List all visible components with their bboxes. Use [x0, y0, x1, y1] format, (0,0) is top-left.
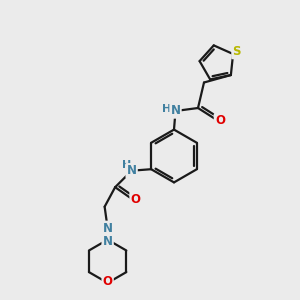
Text: O: O: [103, 275, 112, 288]
Text: N: N: [170, 104, 181, 118]
Text: O: O: [130, 193, 140, 206]
Text: S: S: [232, 45, 241, 58]
Text: N: N: [127, 164, 136, 177]
Text: O: O: [215, 114, 225, 128]
Text: N: N: [103, 222, 112, 235]
Text: N: N: [103, 235, 112, 248]
Text: H: H: [162, 104, 171, 115]
Text: H: H: [122, 160, 131, 170]
